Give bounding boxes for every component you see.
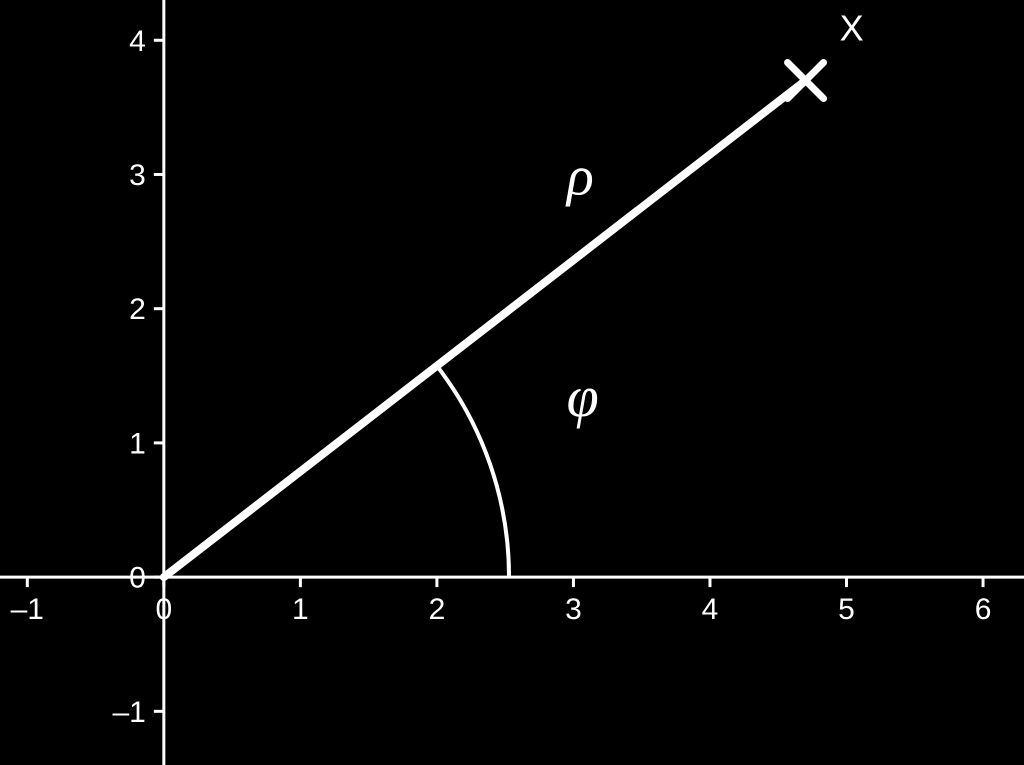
y-tick-label: 4 xyxy=(129,25,146,58)
x-tick-label: 0 xyxy=(155,593,172,626)
y-tick-label: –1 xyxy=(112,696,145,729)
y-tick-label: 2 xyxy=(129,293,146,326)
x-tick-label: 5 xyxy=(838,593,855,626)
label-phi: φ xyxy=(567,364,599,429)
point-x-marker xyxy=(788,63,824,99)
x-tick-label: 1 xyxy=(292,593,309,626)
y-tick-label: 1 xyxy=(129,427,146,460)
radial-line-rho xyxy=(164,81,806,578)
x-tick-label: 3 xyxy=(565,593,582,626)
label-point-x: X xyxy=(840,7,864,48)
y-tick-label: 3 xyxy=(129,159,146,192)
label-rho: ρ xyxy=(565,146,594,208)
polar-coordinate-diagram: –1 0 1 2 3 4 5 6 –1 0 1 2 3 4 ρ φ X xyxy=(0,0,1024,765)
angle-arc-phi xyxy=(435,364,509,577)
x-tick-label: –1 xyxy=(11,593,44,626)
x-tick-label: 2 xyxy=(429,593,446,626)
x-tick-label: 6 xyxy=(975,593,992,626)
x-tick-label: 4 xyxy=(702,593,719,626)
y-tick-label: 0 xyxy=(129,562,146,595)
